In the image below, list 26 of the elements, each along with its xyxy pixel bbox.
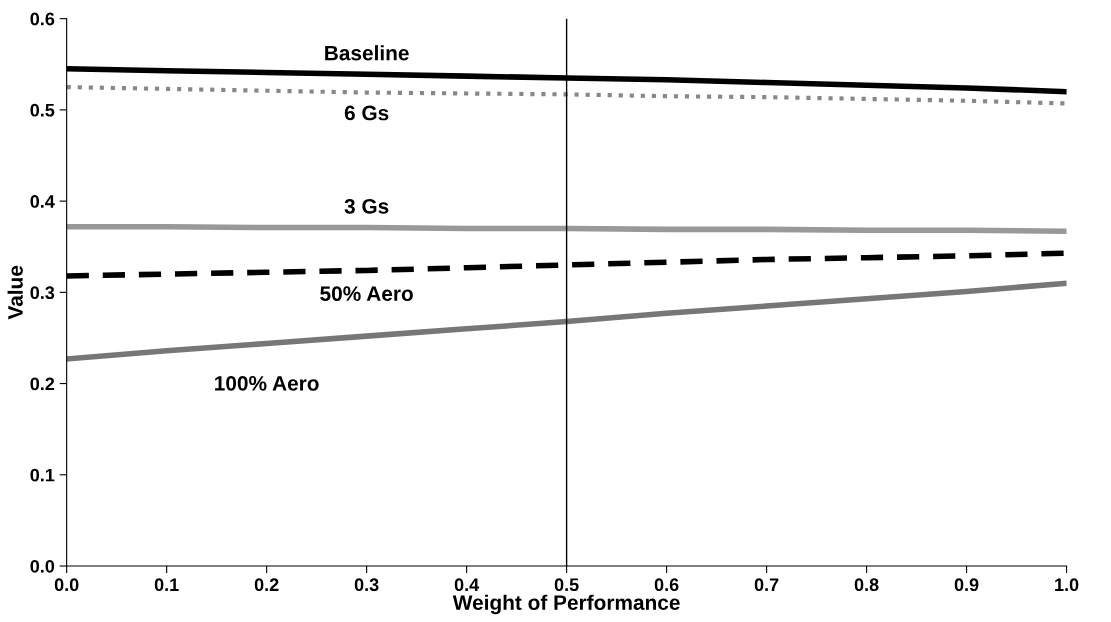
series-label: 100% Aero: [215, 375, 319, 391]
x-tick-label: 0.4: [454, 578, 480, 592]
x-tick-label: 0.7: [754, 578, 779, 592]
x-tick-label: 0.0: [54, 578, 79, 592]
y-tick-label: 0.1: [30, 468, 55, 482]
y-tick-label: 0.3: [30, 286, 55, 300]
y-tick-label: 0.5: [30, 103, 55, 117]
x-tick-label: 0.5: [554, 578, 579, 592]
y-tick-label: 0.4: [30, 195, 55, 208]
x-tick-label: 0.3: [354, 578, 379, 592]
x-tick-label: 0.9: [954, 578, 979, 592]
y-tick-label: 0.0: [30, 559, 55, 573]
x-tick-label: 0.2: [254, 578, 279, 592]
y-tick-label: 0.2: [30, 377, 55, 391]
y-axis-title: Value: [7, 265, 23, 320]
x-tick-label: 1.0: [1055, 578, 1079, 592]
series-label: 50% Aero: [320, 286, 413, 302]
series-label: Baseline: [325, 45, 409, 61]
x-tick-label: 0.6: [654, 578, 679, 592]
line-series: [66, 84, 1067, 106]
x-tick-label: 0.8: [854, 578, 879, 592]
series-label: 3 Gs: [344, 198, 389, 214]
x-tick-label: 0.1: [154, 578, 179, 592]
y-tick-label: 0.6: [30, 12, 55, 26]
x-axis-title: Weight of Performance: [452, 594, 680, 615]
series-label: 6 Gs: [344, 105, 389, 121]
